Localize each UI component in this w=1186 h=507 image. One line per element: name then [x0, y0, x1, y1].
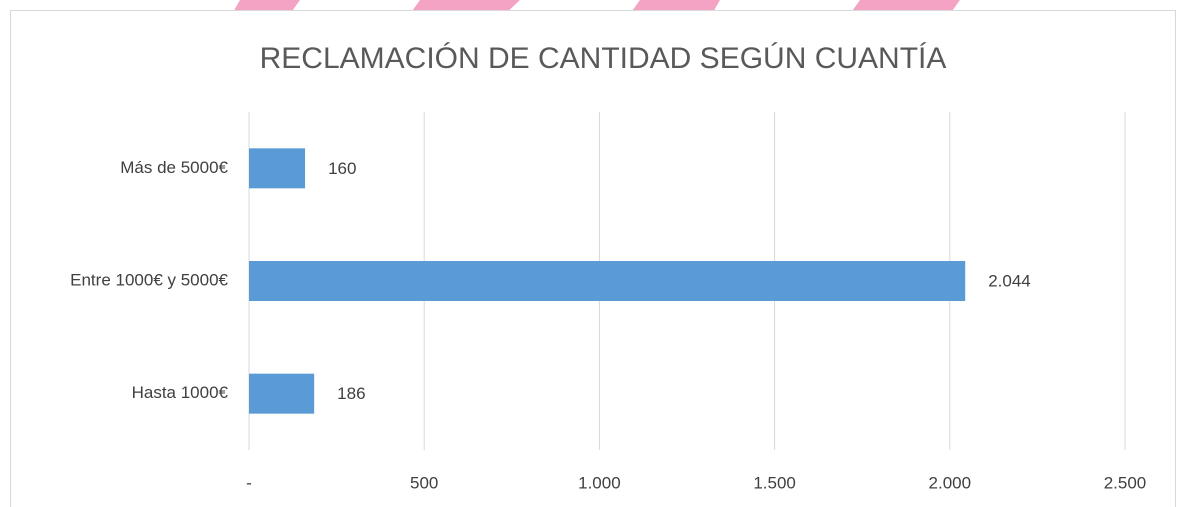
bar	[249, 373, 315, 414]
x-tick-label: 500	[410, 473, 438, 492]
x-tick-label: 1.000	[578, 473, 621, 492]
y-tick-label: Entre 1000€ y 5000€	[70, 270, 228, 289]
chart-frame	[10, 10, 1176, 507]
data-label: 186	[337, 384, 365, 403]
data-label: 160	[328, 159, 356, 178]
bar	[249, 148, 306, 189]
x-tick-label: 2.000	[929, 473, 972, 492]
x-tick-label: -	[246, 473, 252, 492]
chart-title: RECLAMACIÓN DE CANTIDAD SEGÚN CUANTÍA	[260, 42, 947, 75]
y-tick-label: Más de 5000€	[120, 158, 228, 177]
bar	[249, 261, 966, 301]
data-label: 2.044	[988, 271, 1031, 290]
y-tick-label: Hasta 1000€	[132, 383, 229, 402]
x-tick-label: 2.500	[1104, 473, 1147, 492]
x-tick-label: 1.500	[753, 473, 796, 492]
